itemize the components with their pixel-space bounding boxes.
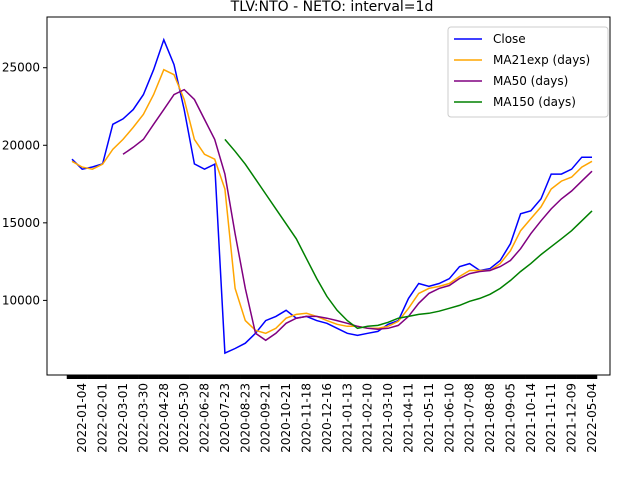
x-tick-label: 2021-09-05 xyxy=(503,383,517,453)
x-tick-label: 2020-11-18 xyxy=(300,383,314,453)
y-tick-label: 10000 xyxy=(2,293,40,307)
series-line xyxy=(122,88,593,342)
x-tick-label: 2020-12-16 xyxy=(320,383,334,453)
x-tick-label: 2021-05-11 xyxy=(422,383,436,453)
legend-label: MA150 (days) xyxy=(493,95,576,109)
x-tick-label: 2021-08-08 xyxy=(483,383,497,453)
x-tick-label: 2020-09-21 xyxy=(259,383,273,453)
x-tick-label: 2021-07-08 xyxy=(463,383,477,453)
x-tick-label: 2022-01-04 xyxy=(75,383,89,453)
y-tick-label: 20000 xyxy=(2,138,40,152)
x-tick-label: 2021-04-11 xyxy=(401,383,415,453)
legend-box xyxy=(447,26,609,118)
x-tick-label: 2020-10-21 xyxy=(279,383,293,453)
series-line xyxy=(71,68,593,335)
series-line xyxy=(224,138,593,330)
x-tick-label: 2022-02-01 xyxy=(96,383,110,453)
x-tick-label: 2021-10-14 xyxy=(524,383,538,453)
x-tick-label: 2021-11-11 xyxy=(544,383,558,453)
x-tick-label: 2022-04-28 xyxy=(157,383,171,453)
legend-label: MA50 (days) xyxy=(493,74,568,88)
x-tick-label: 2021-02-10 xyxy=(361,383,375,453)
chart-title: TLV:NTO - NETO: interval=1d xyxy=(230,0,434,15)
x-tick-label: 2021-12-09 xyxy=(565,383,579,453)
x-tick-label: 2022-05-30 xyxy=(177,383,191,453)
legend-label: MA21exp (days) xyxy=(493,53,590,67)
legend-label: Close xyxy=(493,32,526,46)
x-tick-label: 2022-03-30 xyxy=(136,383,150,453)
x-tick-label: 2021-03-10 xyxy=(381,383,395,453)
x-tick-label: 2022-06-28 xyxy=(198,383,212,453)
x-tick-label: 2020-07-23 xyxy=(218,383,232,453)
x-tick-label: 2021-06-10 xyxy=(442,383,456,453)
plot-frame xyxy=(46,16,611,376)
x-tick-label: 2022-05-04 xyxy=(585,383,599,453)
x-tick-label: 2021-01-13 xyxy=(340,383,354,453)
y-tick-label: 15000 xyxy=(2,216,40,230)
x-tick-label: 2020-08-23 xyxy=(238,383,252,453)
x-tick-label: 2022-03-01 xyxy=(116,383,130,453)
y-tick-label: 25000 xyxy=(2,61,40,75)
series-line xyxy=(71,37,592,355)
